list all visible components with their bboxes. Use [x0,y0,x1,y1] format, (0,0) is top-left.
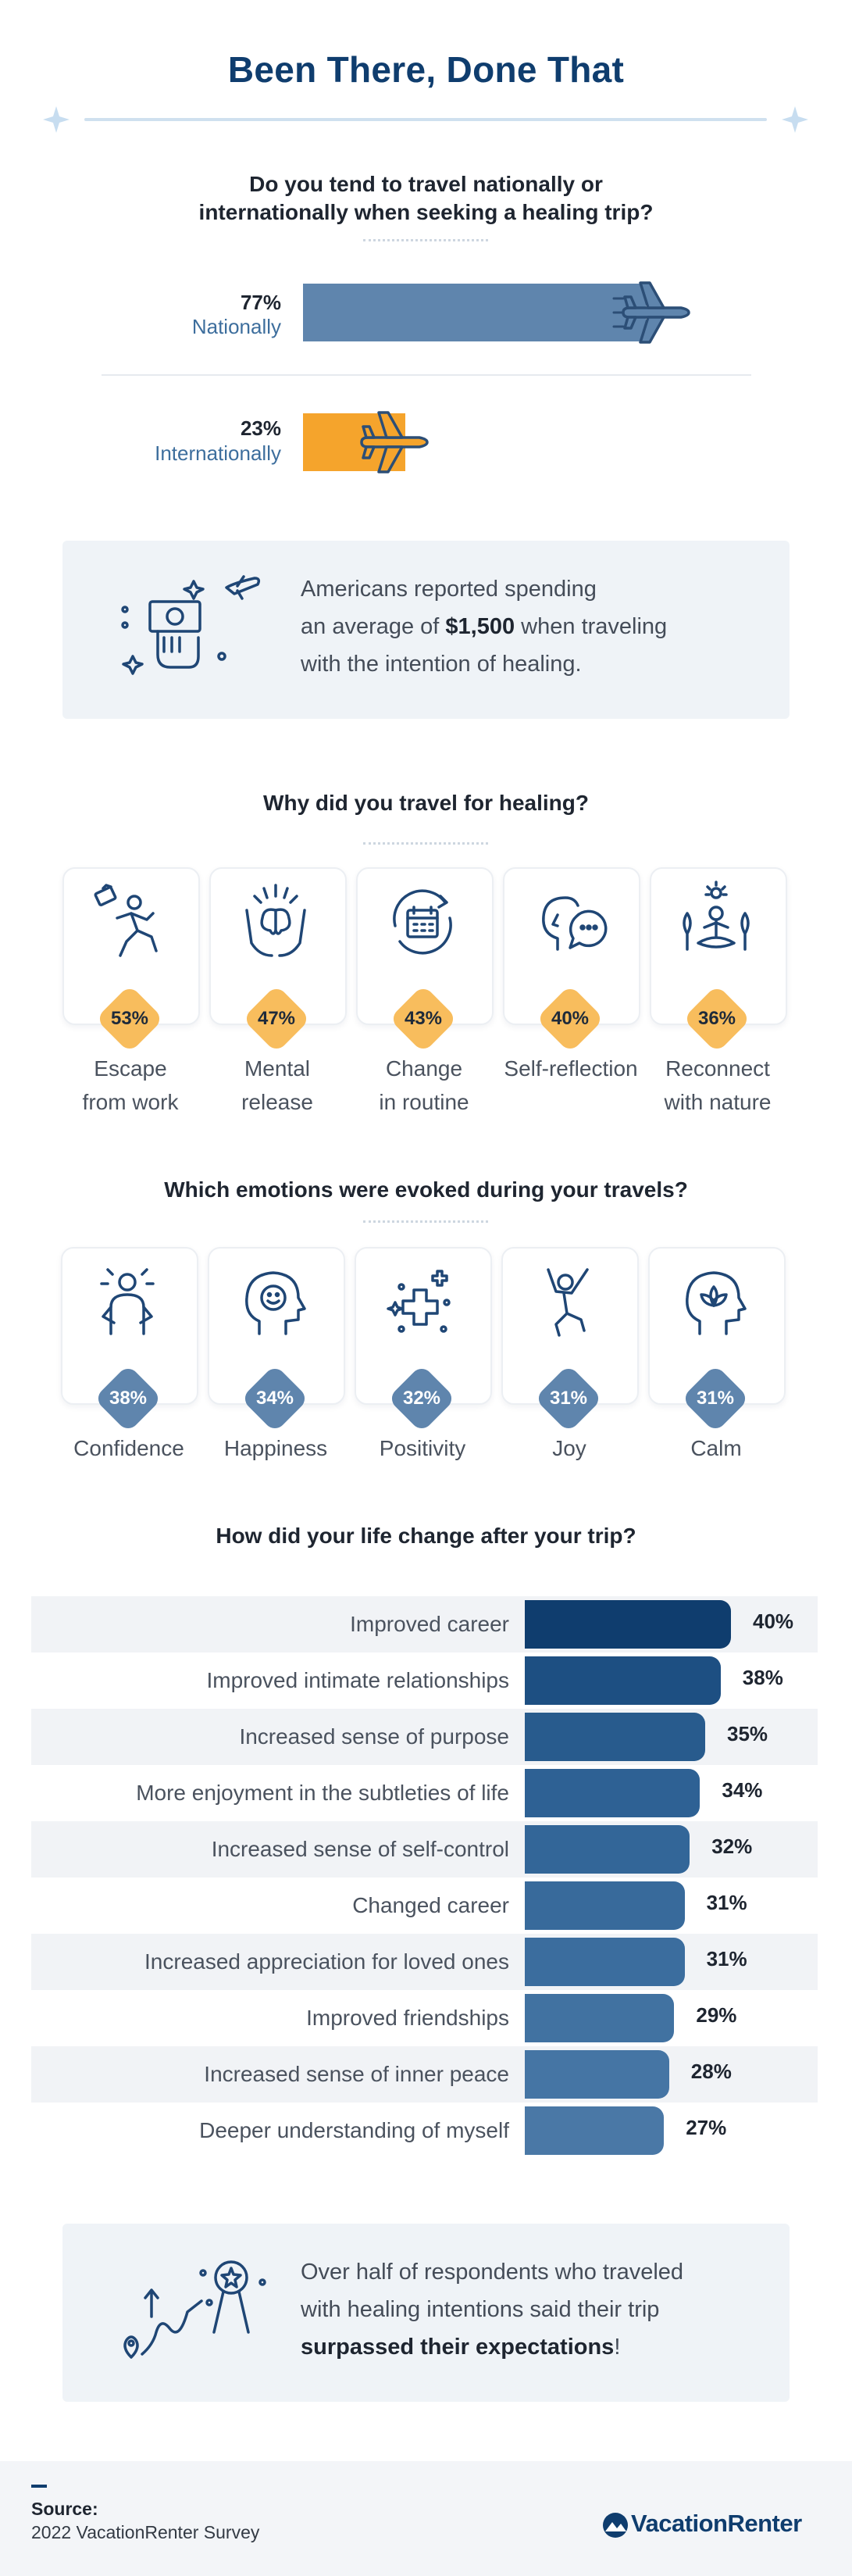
international-pct: 23% [240,416,281,440]
emotion-label: Joy [552,1436,586,1460]
emotions-question: Which emotions were evoked during your t… [164,1177,688,1202]
national-pct: 77% [240,291,281,314]
rising-achievement-icon [123,2260,266,2359]
confident-person-icon [100,1268,155,1335]
bar-value-label: 28% [690,2060,732,2083]
bar [525,1994,675,2042]
reason-label: Mental release [241,1056,313,1114]
dotted-divider [363,1220,488,1223]
bar [525,1600,731,1649]
emotion-pct: 34% [255,1388,294,1409]
bar-value-label: 31% [706,1891,747,1914]
bar [525,2106,665,2155]
spending-amount: $1,500 [445,614,515,639]
footer [0,2461,852,2576]
travel-question: Do you tend to travel nationally or inte… [198,172,654,224]
row-band [31,2046,818,2103]
reason-pct: 43% [404,1008,443,1029]
calendar-cycle-icon [393,889,452,955]
emotion-pct: 31% [696,1388,735,1409]
bar-category-label: Increased appreciation for loved ones [144,1949,509,1974]
bar-category-label: More enjoyment in the subtleties of life [136,1781,509,1805]
page-title: Been There, Done That [227,49,625,90]
bar [525,2050,669,2099]
sparkle-icon [43,106,70,133]
brain-hands-icon [245,884,306,957]
bar-value-label: 38% [742,1666,783,1689]
smiling-head-icon [245,1271,306,1335]
emotion-label: Confidence [73,1436,184,1460]
bar-value-label: 35% [727,1722,768,1745]
reason-pct: 47% [257,1008,296,1029]
reasons-question: Why did you travel for healing? [263,791,589,815]
bar-value-label: 31% [706,1947,747,1970]
airplane-icon [622,281,690,344]
bar [525,1656,721,1705]
brand-name: VacationRenter [631,2510,802,2537]
reason-pct: 36% [697,1008,736,1029]
emotion-pct: 32% [402,1388,441,1409]
jumping-person-icon [547,1268,589,1337]
international-label: Internationally [155,441,281,465]
expectations-text: Over half of respondents who traveled wi… [301,2260,684,2360]
source-text: 2022 VacationRenter Survey [31,2522,260,2542]
bar-value-label: 32% [711,1835,753,1858]
running-person-icon [94,884,158,957]
emotion-label: Happiness [223,1436,328,1460]
footer-accent [31,2485,47,2488]
reason-label: Self-reflection [504,1056,638,1081]
bar [525,1881,685,1930]
bar-value-label: 40% [753,1610,794,1633]
reason-label: Escape from work [82,1056,179,1114]
national-bar [303,284,646,341]
dotted-divider [363,842,488,845]
spending-text: Americans reported spending an average o… [301,577,668,677]
airplane-icon [360,411,429,473]
motion-lines-icon [612,297,625,328]
plus-sparkle-icon [387,1270,451,1333]
bar-value-label: 29% [696,2003,737,2027]
reason-pct: 53% [110,1008,149,1029]
chart-title: How did your life change after your trip… [216,1524,636,1548]
source-label: Source: [31,2499,98,2519]
bar-category-label: Improved intimate relationships [206,1668,509,1692]
dotted-divider [363,239,488,241]
bar [525,1769,700,1817]
bar-value-label: 34% [722,1778,763,1802]
brand-logo-icon [603,2513,628,2538]
bar-category-label: Improved career [350,1612,509,1636]
bar [525,1938,685,1986]
sparkle-icon [782,106,808,133]
reason-label: Reconnect with nature [664,1056,772,1114]
reason-card [209,867,347,1025]
bar-category-label: Changed career [352,1893,509,1917]
spending-callout [62,541,790,719]
emotion-label: Calm [690,1436,742,1460]
bar-category-label: Increased sense of purpose [239,1724,509,1749]
emotion-pct: 31% [549,1388,588,1409]
expectations-callout [62,2224,790,2402]
national-label: Nationally [191,315,281,338]
reason-pct: 40% [551,1008,590,1029]
lotus-head-icon [686,1271,747,1335]
bar-category-label: Deeper understanding of myself [199,2118,509,2142]
bar [525,1713,705,1761]
money-hand-icon [121,575,261,675]
reason-label: Change in routine [379,1056,469,1114]
meditation-nature-icon [683,881,750,951]
emotion-label: Positivity [379,1436,466,1460]
bar-category-label: Increased sense of self-control [211,1837,509,1861]
bar-value-label: 27% [686,2116,727,2139]
bar [525,1825,690,1874]
bar-category-label: Increased sense of inner peace [204,2062,509,2086]
row-band [31,1934,818,1990]
emotion-pct: 38% [109,1388,148,1409]
title-divider [43,106,808,133]
head-thought-icon [542,896,608,951]
section-divider [102,374,751,376]
bar-category-label: Improved friendships [306,2006,509,2030]
